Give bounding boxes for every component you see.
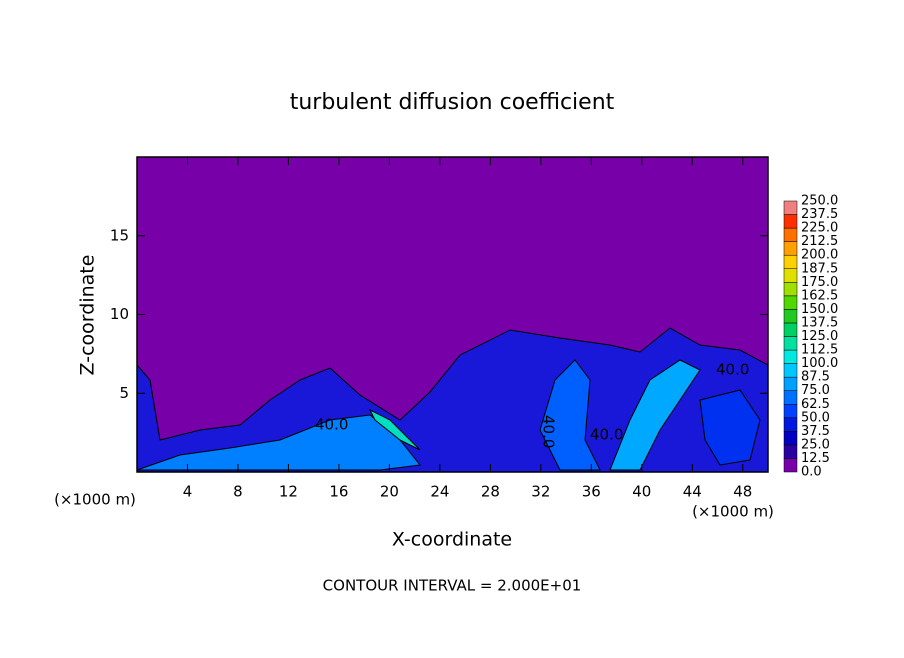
- colorbar-label: 162.5: [801, 288, 838, 303]
- colorbar-cell: [783, 376, 798, 391]
- x-tick-label: 32: [531, 483, 550, 501]
- x-tick-label: 12: [279, 483, 298, 501]
- colorbar-label: 187.5: [801, 261, 838, 276]
- contour-note: CONTOUR INTERVAL = 2.000E+01: [323, 577, 582, 595]
- colorbar-label: 137.5: [801, 315, 838, 330]
- colorbar-label: 25.0: [801, 437, 830, 452]
- colorbar-cell: [783, 227, 798, 242]
- colorbar-label: 75.0: [801, 383, 830, 398]
- colorbar-cell: [783, 214, 798, 229]
- colorbar-cell: [783, 444, 798, 459]
- y-tick-label: 5: [119, 384, 129, 402]
- x-tick-label: 36: [582, 483, 601, 501]
- x-tick-label: 24: [430, 483, 449, 501]
- x-tick-label: 44: [683, 483, 702, 501]
- colorbar-label: 37.5: [801, 424, 830, 439]
- colorbar-label: 112.5: [801, 343, 838, 358]
- colorbar-cell: [783, 241, 798, 256]
- colorbar-label: 62.5: [801, 397, 830, 412]
- x-tick-label: 20: [380, 483, 399, 501]
- y-tick-label: 10: [110, 305, 129, 323]
- colorbar-cell: [783, 404, 798, 419]
- field-streak: [136, 414, 421, 471]
- colorbar-cell: [783, 268, 798, 283]
- colorbar-label: 0.0: [801, 465, 822, 480]
- colorbar-label: 125.0: [801, 329, 838, 344]
- colorbar-cell: [783, 295, 798, 310]
- colorbar-cell: [783, 254, 798, 269]
- contour-label: 40.0: [540, 415, 558, 448]
- x-unit: (×1000 m): [54, 491, 136, 509]
- colorbar-cell: [783, 322, 798, 337]
- colorbar-cell: [783, 417, 798, 432]
- colorbar-cell: [783, 390, 798, 405]
- colorbar-cell: [783, 336, 798, 351]
- colorbar-cell: [783, 349, 798, 364]
- x-tick-label: 16: [329, 483, 348, 501]
- colorbar-label: 237.5: [801, 207, 838, 222]
- field-streak: [699, 389, 761, 466]
- colorbar-label: 50.0: [801, 410, 830, 425]
- y-tick-label: 15: [110, 226, 129, 244]
- colorbar-label: 12.5: [801, 451, 830, 466]
- colorbar-label: 100.0: [801, 356, 838, 371]
- x-tick-label: 4: [183, 483, 193, 501]
- field: [136, 157, 769, 473]
- colorbar-label: 175.0: [801, 275, 838, 290]
- x-tick-label: 40: [632, 483, 651, 501]
- chart-title: turbulent diffusion coefficient: [290, 90, 615, 115]
- contour-label: 40.0: [315, 416, 348, 434]
- colorbar-label: 212.5: [801, 234, 838, 249]
- colorbar-label: 200.0: [801, 248, 838, 263]
- colorbar-label: 250.0: [801, 194, 838, 209]
- contour-label: 40.0: [716, 361, 749, 379]
- colorbar-cell: [783, 363, 798, 378]
- x-tick-label: 28: [481, 483, 500, 501]
- x-tick-label: 8: [233, 483, 243, 501]
- y-unit: (×1000 m): [692, 503, 774, 521]
- colorbar-cell: [783, 458, 798, 473]
- colorbar-cell: [783, 282, 798, 297]
- colorbar-label: 150.0: [801, 302, 838, 317]
- colorbar-cell: [783, 309, 798, 324]
- y-axis-label: Z-coordinate: [77, 255, 99, 376]
- field-streak: [609, 359, 701, 471]
- x-tick-label: 48: [733, 483, 752, 501]
- colorbar-cell: [783, 431, 798, 446]
- field-streak: [368, 408, 421, 451]
- colorbar-cell: [783, 200, 798, 215]
- x-axis-label: X-coordinate: [392, 529, 512, 551]
- field-streak: [539, 359, 601, 471]
- contour-label: 40.0: [590, 426, 623, 444]
- colorbar-label: 87.5: [801, 370, 830, 385]
- colorbar-label: 225.0: [801, 221, 838, 236]
